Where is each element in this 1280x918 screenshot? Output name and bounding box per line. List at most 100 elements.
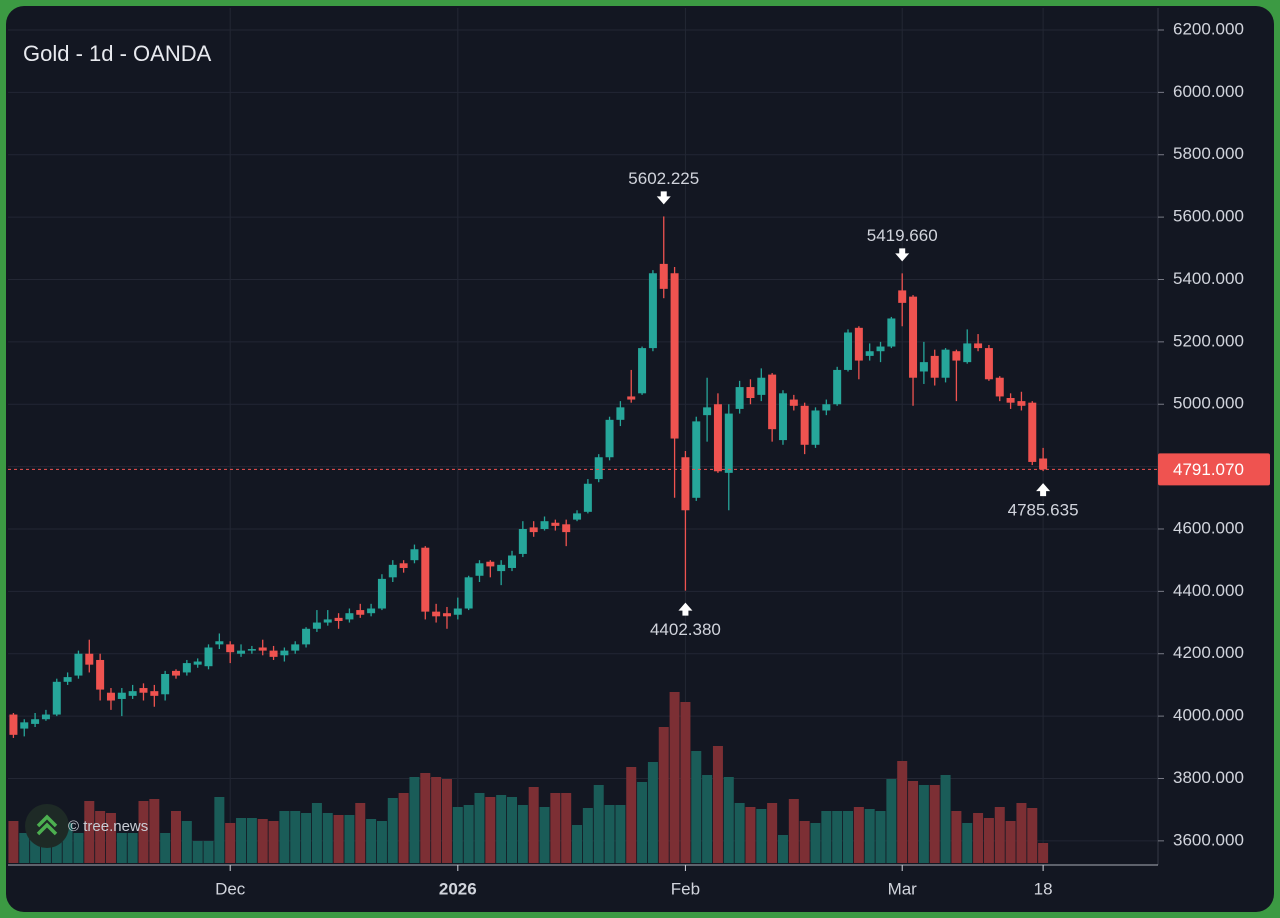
candle-body — [789, 399, 798, 406]
volume-bar — [983, 818, 994, 863]
volume-bar — [507, 797, 518, 863]
candle-body — [919, 362, 928, 372]
volume-bar — [30, 828, 41, 863]
volume-bar — [723, 777, 734, 863]
candle-body — [833, 369, 842, 405]
candle-body — [1006, 397, 1015, 403]
watermark-text: © tree.news — [68, 818, 148, 835]
volume-bar — [843, 811, 854, 863]
volume-bar — [51, 833, 62, 863]
volume-bar — [225, 823, 236, 863]
y-tick-label: 5600.000 — [1173, 207, 1244, 226]
candle-body — [659, 263, 668, 289]
volume-layer — [8, 692, 1049, 863]
candle-body — [854, 327, 863, 361]
y-tick-label: 3800.000 — [1173, 768, 1244, 787]
volume-bar — [279, 811, 290, 863]
volume-bar — [127, 833, 138, 863]
candle-body — [464, 577, 473, 609]
volume-bar — [528, 787, 539, 863]
candle-body — [377, 578, 386, 609]
candle-body — [963, 343, 972, 363]
volume-bar — [322, 813, 333, 863]
candle-body — [204, 647, 213, 667]
candle-body — [247, 649, 256, 651]
volume-bar — [398, 793, 409, 863]
volume-bar — [940, 775, 951, 863]
volume-bar — [604, 805, 615, 863]
candle-body — [161, 674, 170, 695]
volume-bar — [333, 815, 344, 863]
candle-layer — [9, 216, 1048, 738]
candle-body — [280, 650, 289, 656]
candle-body — [952, 351, 961, 361]
volume-bar — [84, 801, 95, 863]
volume-bar — [441, 779, 452, 863]
volume-bar — [626, 767, 637, 863]
volume-bar — [582, 808, 593, 863]
volume-bar — [246, 818, 257, 863]
candle-body — [1039, 458, 1048, 470]
candle-body — [984, 348, 993, 380]
volume-bar — [734, 803, 745, 863]
volume-bar — [95, 811, 106, 863]
volume-bar — [431, 777, 442, 863]
annotation-label: 5602.225 — [628, 169, 699, 188]
candle-body — [128, 691, 137, 696]
volume-bar — [777, 835, 788, 863]
volume-bar — [962, 823, 973, 863]
candle-body — [648, 273, 657, 349]
candle-body — [876, 346, 885, 352]
volume-bar — [8, 821, 19, 863]
chart-title: Gold - 1d - OANDA — [23, 41, 212, 66]
candle-body — [410, 549, 419, 561]
volume-bar — [929, 785, 940, 863]
candle-body — [172, 670, 181, 676]
candle-body — [822, 404, 831, 411]
candle-body — [898, 290, 907, 303]
candle-body — [768, 374, 777, 430]
volume-bar — [496, 795, 507, 863]
volume-bar — [539, 807, 550, 863]
volume-bar — [756, 809, 767, 863]
volume-bar — [387, 798, 398, 863]
candle-body — [974, 343, 983, 349]
volume-bar — [702, 775, 713, 863]
candle-body — [1017, 401, 1026, 406]
candle-body — [995, 377, 1004, 397]
annotation-arrow — [895, 248, 910, 262]
y-tick-label: 5400.000 — [1173, 269, 1244, 288]
candle-body — [52, 681, 61, 715]
x-tick-label: Mar — [888, 879, 918, 898]
y-tick-label: 5200.000 — [1173, 331, 1244, 350]
candle-body — [85, 653, 94, 665]
volume-bar — [62, 823, 73, 863]
volume-bar — [680, 702, 691, 863]
volume-bar — [658, 727, 669, 863]
volume-bar — [918, 785, 929, 863]
candle-body — [421, 547, 430, 612]
candle-body — [226, 644, 235, 653]
candle-body — [627, 396, 636, 400]
candle-body — [692, 421, 701, 498]
volume-bar — [301, 813, 312, 863]
candle-body — [909, 296, 918, 378]
candle-body — [20, 722, 29, 729]
volume-bar — [691, 751, 702, 863]
candle-body — [887, 318, 896, 347]
candle-body — [31, 719, 40, 724]
volume-bar — [745, 807, 756, 863]
candle-body — [237, 650, 246, 654]
volume-bar — [149, 799, 160, 863]
candle-body — [117, 692, 126, 699]
candle-body — [703, 407, 712, 416]
candle-body — [106, 692, 115, 701]
annotation-label: 4785.635 — [1008, 501, 1079, 520]
y-tick-label: 4600.000 — [1173, 518, 1244, 537]
volume-bar — [420, 773, 431, 863]
volume-bar — [799, 821, 810, 863]
volume-bar — [355, 803, 366, 863]
y-tick-label: 3600.000 — [1173, 830, 1244, 849]
